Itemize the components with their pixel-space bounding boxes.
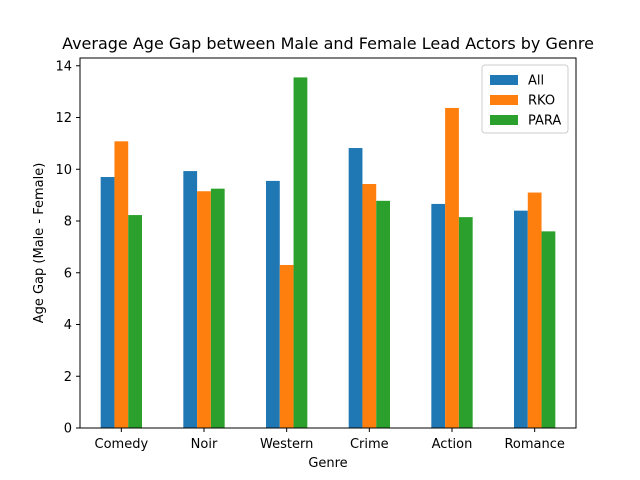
y-tick-label: 12 [55, 111, 72, 126]
bars-group [100, 77, 556, 429]
x-tick-label-crime: Crime [350, 437, 389, 452]
x-tick-label-action: Action [432, 437, 473, 452]
x-axis: Comedy Noir Western Crime Action Romance [95, 428, 565, 452]
bar-all-comedy [100, 177, 115, 428]
bar-para-comedy [128, 215, 142, 428]
y-tick-label: 6 [64, 266, 72, 281]
bar-para-noir [210, 188, 225, 428]
legend-label-para: PARA [528, 114, 561, 129]
bar-para-western [293, 77, 308, 429]
chart-title: Average Age Gap between Male and Female … [62, 34, 594, 53]
y-tick-label: 8 [64, 215, 72, 230]
bar-para-crime [376, 200, 390, 428]
bar-all-romance [514, 210, 528, 428]
x-tick-label-comedy: Comedy [95, 437, 149, 452]
bar-all-crime [348, 148, 363, 428]
x-axis-label: Genre [308, 456, 347, 471]
bar-all-action [431, 203, 446, 428]
y-axis-label: Age Gap (Male - Female) [32, 163, 47, 324]
plot-frame [79, 57, 577, 429]
y-tick-label: 4 [64, 318, 72, 333]
bar-para-action [458, 217, 473, 428]
y-tick-label: 2 [64, 370, 72, 385]
legend-swatch-rko [490, 95, 518, 105]
legend: All RKO PARA [481, 64, 569, 134]
bar-all-noir [183, 171, 198, 428]
bar-rko-action [445, 107, 459, 428]
legend-swatch-para [490, 115, 518, 125]
bar-rko-crime [362, 184, 377, 428]
y-tick-label: 14 [55, 59, 72, 74]
y-tick-label: 0 [64, 422, 72, 437]
bar-all-western [266, 180, 280, 428]
bar-para-romance [541, 231, 556, 428]
x-tick-label-noir: Noir [191, 437, 218, 452]
bar-rko-noir [197, 191, 211, 428]
legend-swatch-all [490, 75, 518, 85]
x-tick-label-romance: Romance [504, 437, 564, 452]
bar-rko-western [279, 264, 294, 428]
y-tick-label: 10 [55, 163, 72, 178]
bar-rko-romance [527, 192, 542, 428]
legend-label-rko: RKO [528, 94, 555, 109]
bar-rko-comedy [114, 141, 129, 428]
y-axis: 0 2 4 6 8 10 12 14 [55, 59, 80, 437]
x-tick-label-western: Western [260, 437, 313, 452]
legend-label-all: All [528, 74, 544, 89]
